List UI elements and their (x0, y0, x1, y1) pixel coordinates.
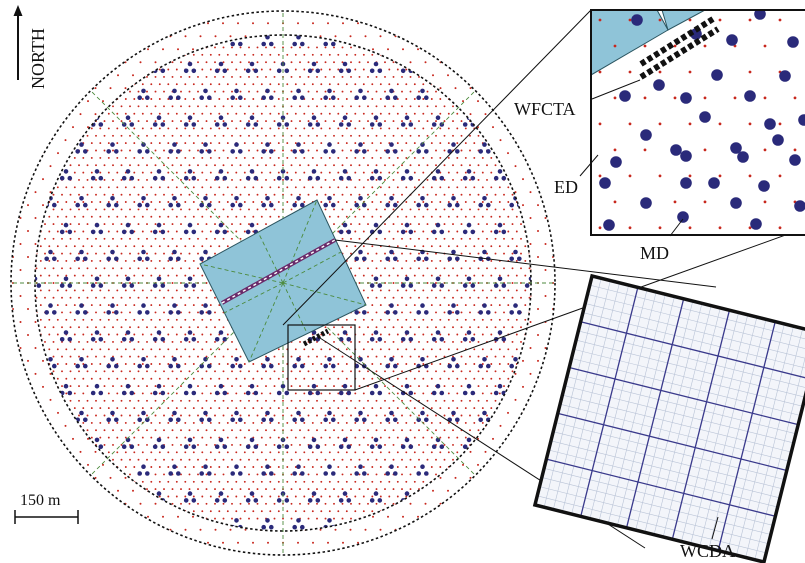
wcda-pond-guides (199, 199, 367, 363)
wfcta-telescopes (302, 328, 330, 347)
wcda-detail (532, 273, 805, 563)
wcda-detail-frame (532, 273, 805, 563)
md-label: MD (640, 243, 669, 263)
wcda-divider (221, 238, 336, 305)
scale-label: 150 m (20, 492, 61, 509)
inset-md-detectors (599, 10, 805, 231)
wcda-label: WCDA (680, 541, 735, 561)
inset-pond-area-2 (661, 10, 706, 31)
ed-callout (579, 154, 599, 177)
inset-ed-detectors (598, 18, 797, 230)
zoom-box (287, 324, 356, 391)
scale-bar: 150 m (14, 492, 79, 524)
north-label: NORTH (28, 28, 48, 89)
wcda-callout (711, 516, 719, 540)
ed-label: ED (554, 177, 578, 197)
wcda-pond (199, 199, 367, 363)
north-arrowhead-icon (13, 5, 23, 16)
wfcta-callout (591, 79, 641, 100)
inset-frame (590, 9, 805, 236)
inset-zoom-detail (579, 9, 805, 237)
north-indicator: NORTH (13, 5, 48, 89)
md-callout (669, 218, 684, 237)
inset-wfcta-telescopes (639, 16, 720, 80)
outer-boundary (10, 10, 556, 556)
wfcta-label: WFCTA (514, 99, 576, 119)
